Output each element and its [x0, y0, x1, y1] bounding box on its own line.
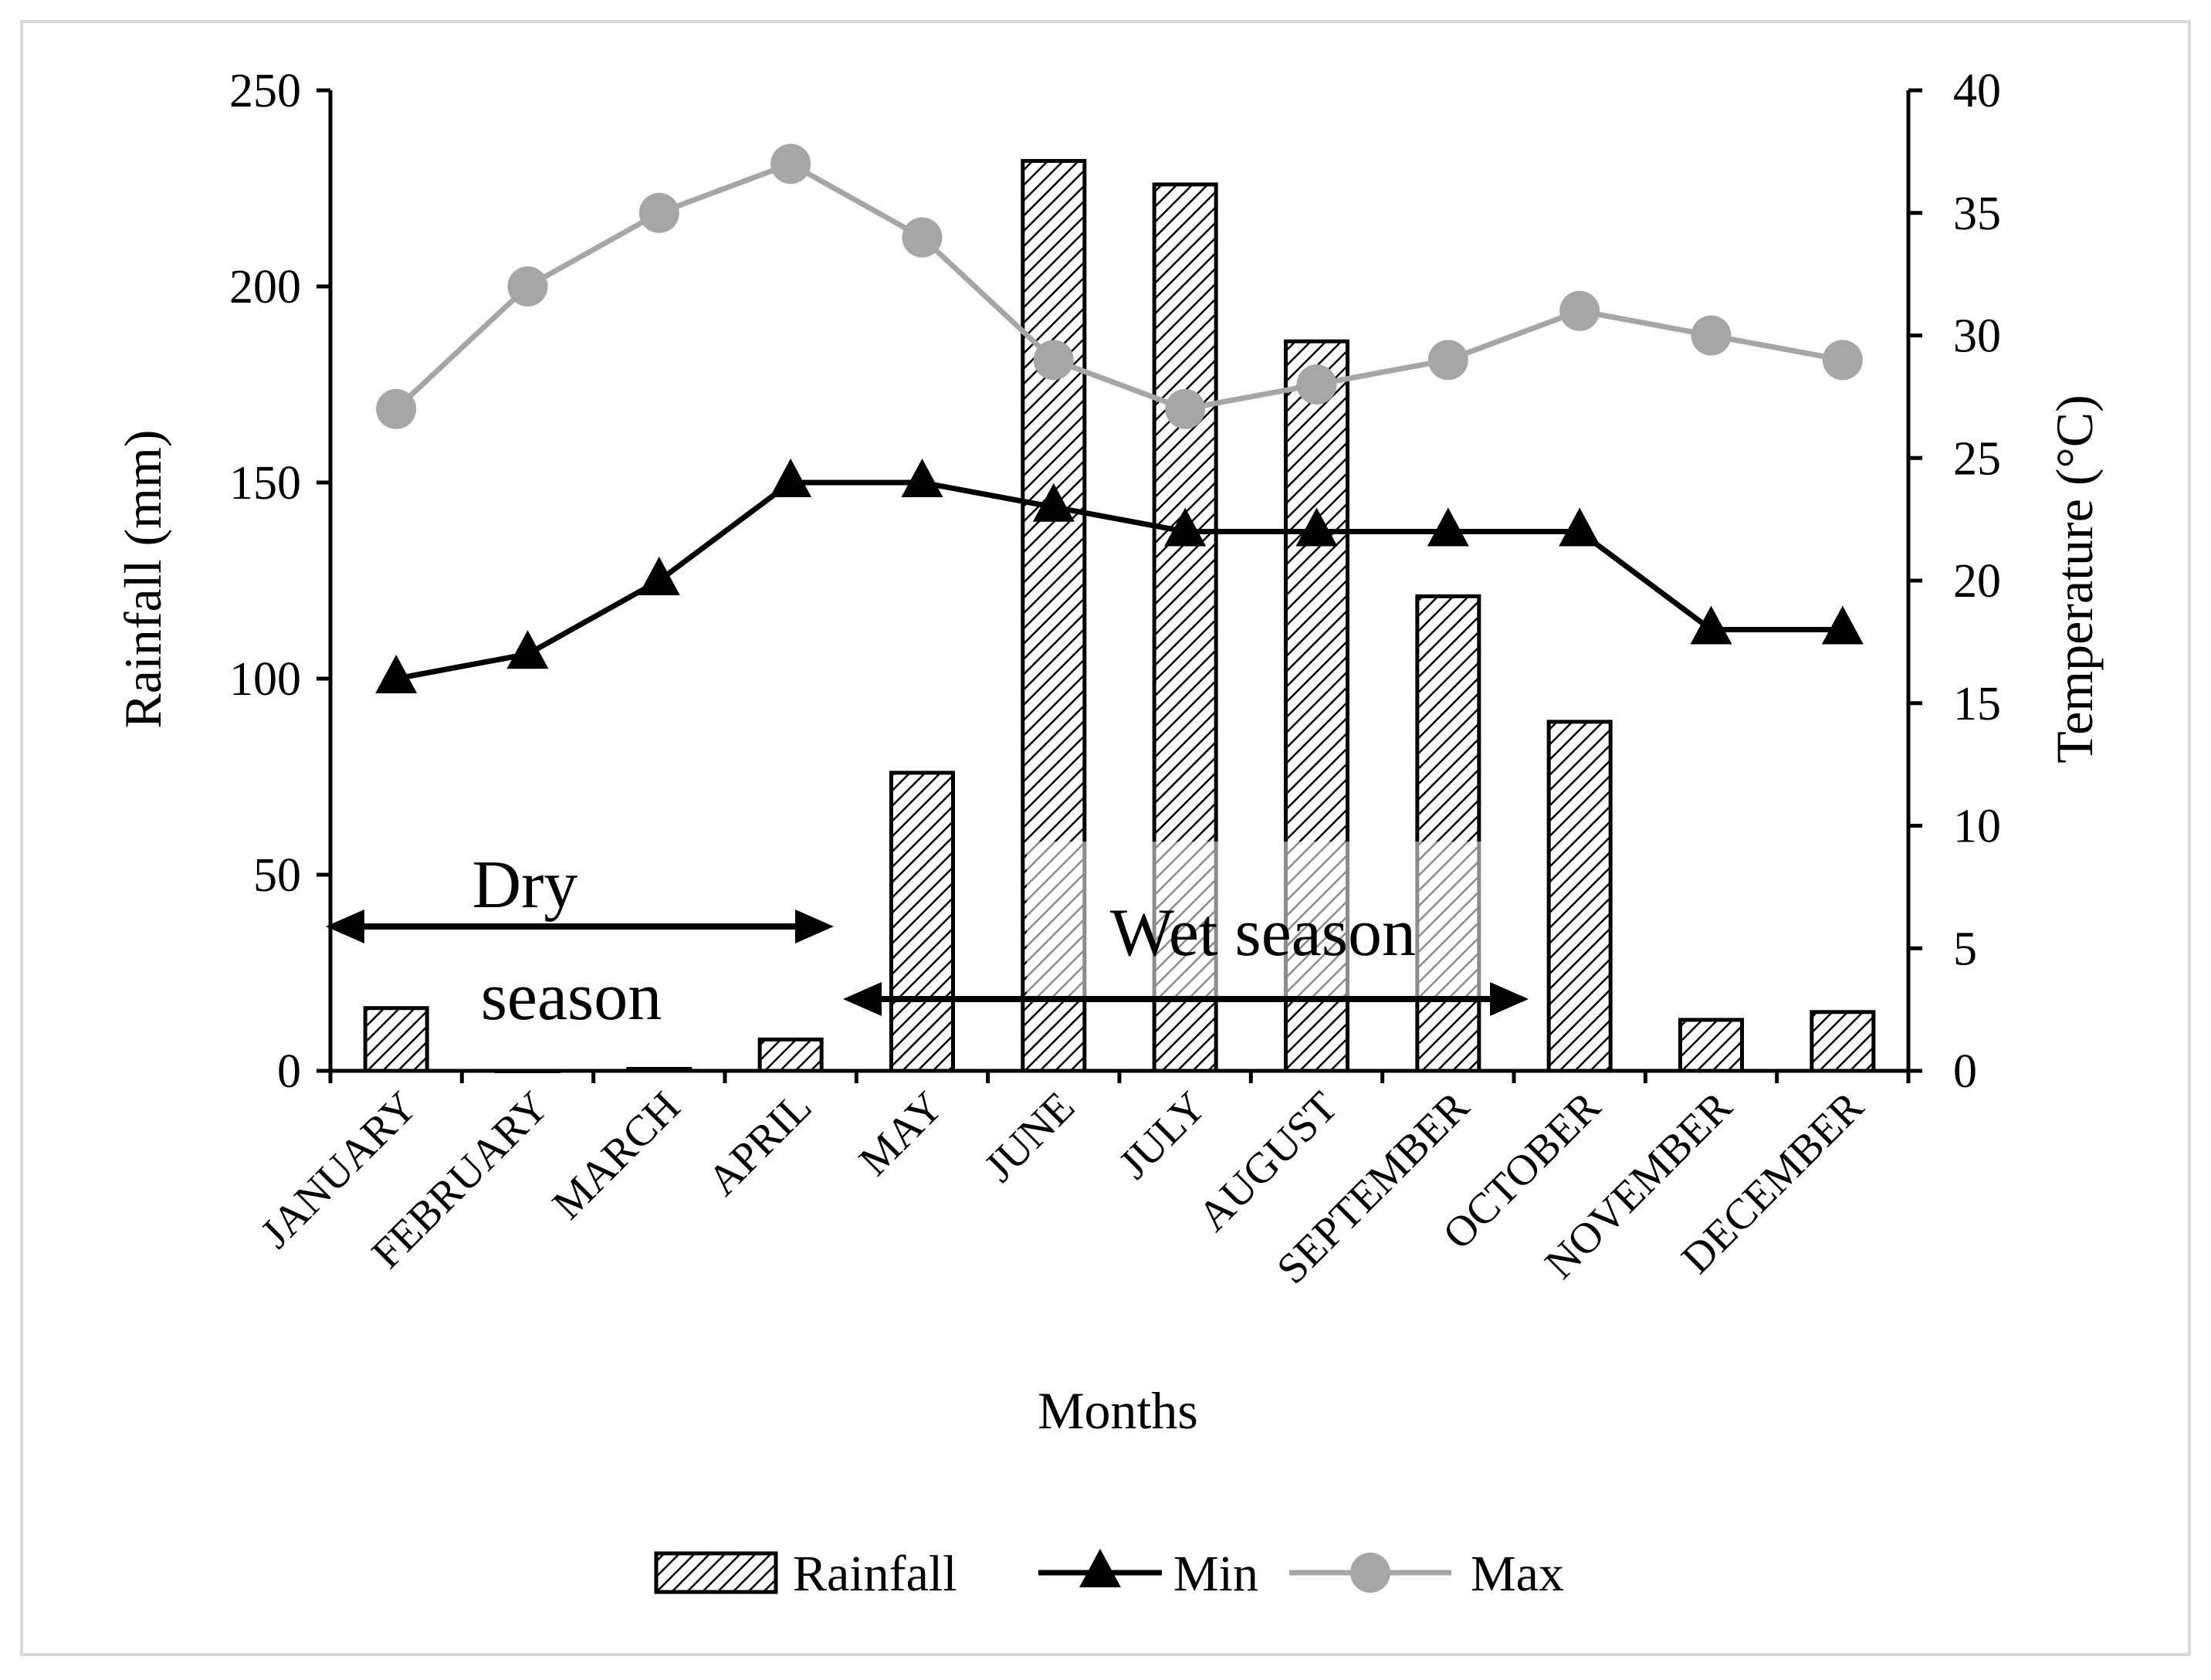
figure-frame	[20, 20, 2191, 1656]
wet-season-arrow-head-left	[843, 982, 882, 1016]
legend-min-marker	[1079, 1549, 1121, 1587]
legend-max-marker	[1350, 1553, 1390, 1593]
y-tick-label: 250	[229, 65, 301, 117]
max-point-may	[902, 217, 943, 258]
rainfall-bar-october	[1546, 720, 1613, 1073]
rainfall-bar-april	[757, 1037, 824, 1073]
wet-season-label: Wet season	[1110, 896, 1416, 970]
min-point-june	[1032, 483, 1075, 522]
min-point-april	[770, 459, 812, 497]
y2-tick-label: 30	[1953, 310, 2001, 363]
dry-season-label-line2: season	[481, 960, 662, 1035]
min-point-december	[1821, 605, 1864, 645]
dry-season-arrow-head-right	[795, 909, 834, 943]
dry-season-label-line1: Dry	[472, 848, 578, 923]
min-point-august	[1295, 507, 1338, 547]
max-point-june	[1033, 340, 1074, 381]
min-point-january	[375, 655, 418, 693]
y2-tick-label: 0	[1953, 1045, 1977, 1098]
y2-tick-label: 5	[1953, 923, 1977, 975]
wet-season-arrow-head-right	[1490, 982, 1529, 1016]
rainfall-bar-may	[889, 771, 955, 1073]
min-point-september	[1427, 507, 1469, 547]
wet-season-label-backdrop	[1027, 842, 1482, 1000]
max-point-april	[770, 144, 811, 185]
max-point-january	[376, 388, 417, 429]
max-point-march	[638, 192, 679, 233]
y-axis-title: Rainfall (mm)	[113, 429, 172, 728]
dry-season-arrow-head-left	[326, 909, 364, 943]
min-point-october	[1559, 507, 1601, 547]
legend-rainfall-swatch	[654, 1551, 778, 1594]
y2-tick-label: 35	[1953, 188, 2001, 240]
legend-max-label: Max	[1471, 1546, 1564, 1602]
legend-rainfall-label: Rainfall	[793, 1546, 957, 1602]
max-point-october	[1559, 290, 1600, 331]
max-point-november	[1691, 315, 1732, 356]
max-point-july	[1165, 388, 1206, 429]
y2-tick-label: 10	[1953, 801, 2001, 853]
y2-tick-label: 15	[1953, 678, 2001, 730]
y2-tick-label: 25	[1953, 432, 2001, 485]
rainfall-bar-december	[1810, 1010, 1876, 1073]
y-tick-label: 0	[277, 1045, 301, 1098]
min-point-november	[1690, 605, 1732, 645]
max-point-august	[1296, 364, 1337, 405]
y2-tick-label: 20	[1953, 555, 2001, 608]
min-point-may	[901, 459, 943, 497]
rainfall-bar-january	[363, 1006, 429, 1073]
y-tick-label: 50	[253, 849, 301, 902]
y-tick-label: 200	[229, 261, 301, 313]
max-point-september	[1427, 340, 1468, 381]
min-point-february	[506, 630, 549, 669]
y2-axis-title: Temperature (°C)	[2045, 395, 2104, 763]
x-axis-title: Months	[1038, 1381, 1198, 1440]
min-line	[395, 479, 1843, 682]
min-point-july	[1164, 507, 1207, 547]
max-point-december	[1822, 340, 1863, 381]
max-point-february	[507, 266, 548, 307]
y-tick-label: 100	[229, 653, 301, 706]
max-line	[394, 161, 1844, 412]
min-point-march	[638, 557, 680, 595]
y-tick-label: 150	[229, 457, 301, 510]
rainfall-bar-november	[1678, 1018, 1744, 1073]
y2-tick-label: 40	[1953, 65, 2001, 117]
legend-min-label: Min	[1173, 1546, 1258, 1602]
